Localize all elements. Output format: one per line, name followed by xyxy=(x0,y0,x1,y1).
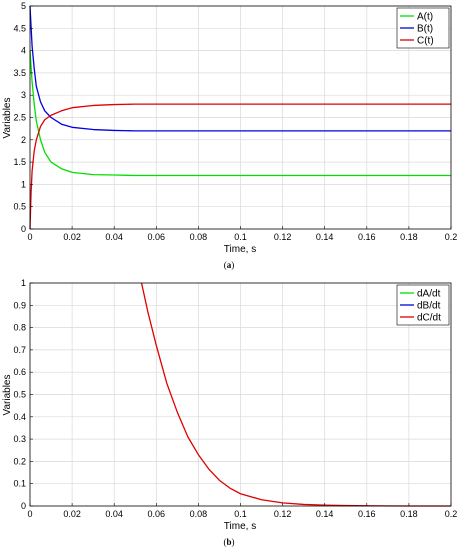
y-tick-label: 0.5 xyxy=(13,390,26,400)
y-tick-label: 1 xyxy=(21,278,26,288)
x-tick-label: 0.18 xyxy=(400,509,418,519)
y-tick-label: 1.5 xyxy=(13,157,26,167)
x-tick-label: 0.14 xyxy=(316,509,334,519)
series-line xyxy=(29,5,451,132)
x-tick-label: 0.1 xyxy=(234,509,247,519)
x-tick-label: 0.04 xyxy=(105,509,123,519)
x-tick-label: 0.18 xyxy=(400,232,418,242)
legend-label: dA/dt xyxy=(417,289,441,300)
series-line xyxy=(29,103,451,230)
legend-label: C(t) xyxy=(417,36,434,47)
x-tick-label: 0 xyxy=(27,509,32,519)
y-axis-label: Variables xyxy=(2,375,13,416)
legend-label: dB/dt xyxy=(417,301,441,312)
y-tick-label: 1 xyxy=(21,179,26,189)
x-tick-label: 0.1 xyxy=(234,232,247,242)
y-tick-label: 0.2 xyxy=(13,456,26,466)
x-tick-label: 0.04 xyxy=(105,232,123,242)
legend-label: A(t) xyxy=(417,12,433,23)
y-tick-label: 3 xyxy=(21,90,26,100)
grid-lines xyxy=(30,283,451,506)
x-axis-label: Time, s xyxy=(224,521,256,532)
y-tick-label: 0.5 xyxy=(13,202,26,212)
y-tick-label: 0.8 xyxy=(13,323,26,333)
series-layer xyxy=(140,282,451,507)
x-tick-labels: 0 0.02 0.04 0.06 0.08 0.1 0.12 0.14 0.16 0.18 0.2 xyxy=(27,226,457,242)
y-tick-label: 0 xyxy=(21,501,26,511)
legend-label: dC/dt xyxy=(417,313,441,324)
chart-panel-b: 0 0.02 0.04 0.06 0.08 0.1 0.12 0.14 0.16 0.18 0.2 … xyxy=(2,278,457,547)
y-tick-label: 2 xyxy=(21,135,26,145)
x-tick-label: 0.2 xyxy=(445,232,458,242)
y-tick-label: 4.5 xyxy=(13,23,26,33)
y-tick-label: 2.5 xyxy=(13,113,26,123)
x-tick-label: 0.16 xyxy=(358,509,376,519)
x-tick-labels: 0 0.02 0.04 0.06 0.08 0.1 0.12 0.14 0.16 0.18 0.2 xyxy=(27,503,457,519)
x-tick-label: 0.14 xyxy=(316,232,334,242)
series-line xyxy=(29,50,451,177)
legend-label: B(t) xyxy=(417,24,433,35)
x-tick-label: 0.02 xyxy=(63,509,81,519)
series-layer xyxy=(29,5,451,230)
y-axis-label: Variables xyxy=(2,98,13,139)
x-tick-label: 0.06 xyxy=(148,509,166,519)
legend: A(t)B(t)C(t) xyxy=(396,7,450,49)
y-tick-labels: 0 0.5 1 1.5 2 2.5 3 3.5 4 4.5 5 xyxy=(13,1,33,234)
y-tick-labels: 0 0.1 0.2 0.3 0.4 0.5 0.6 0.7 0.8 0.9 1 xyxy=(13,278,33,511)
y-tick-label: 0.4 xyxy=(13,412,26,422)
y-tick-label: 4 xyxy=(21,46,26,56)
y-tick-label: 3.5 xyxy=(13,68,26,78)
panel-caption: (a) xyxy=(224,260,235,270)
y-tick-label: 0.6 xyxy=(13,367,26,377)
panel-caption: (b) xyxy=(223,537,234,547)
series-line xyxy=(140,282,451,507)
x-tick-label: 0.06 xyxy=(148,232,166,242)
x-tick-label: 0.02 xyxy=(63,232,81,242)
x-tick-label: 0.2 xyxy=(445,509,458,519)
y-tick-label: 0.9 xyxy=(13,300,26,310)
y-tick-label: 0.7 xyxy=(13,345,26,355)
x-tick-label: 0.08 xyxy=(190,509,208,519)
x-tick-label: 0.12 xyxy=(274,232,292,242)
x-tick-label: 0 xyxy=(27,232,32,242)
y-tick-label: 0 xyxy=(21,224,26,234)
x-tick-label: 0.12 xyxy=(274,509,292,519)
y-tick-label: 5 xyxy=(21,1,26,11)
x-axis-label: Time, s xyxy=(224,244,256,255)
x-tick-label: 0.08 xyxy=(190,232,208,242)
y-tick-label: 0.1 xyxy=(13,479,26,489)
x-tick-label: 0.16 xyxy=(358,232,376,242)
chart-panel-a: 0 0.02 0.04 0.06 0.08 0.1 0.12 0.14 0.16 0.18 0.2 … xyxy=(2,1,457,270)
y-tick-label: 0.3 xyxy=(13,434,26,444)
